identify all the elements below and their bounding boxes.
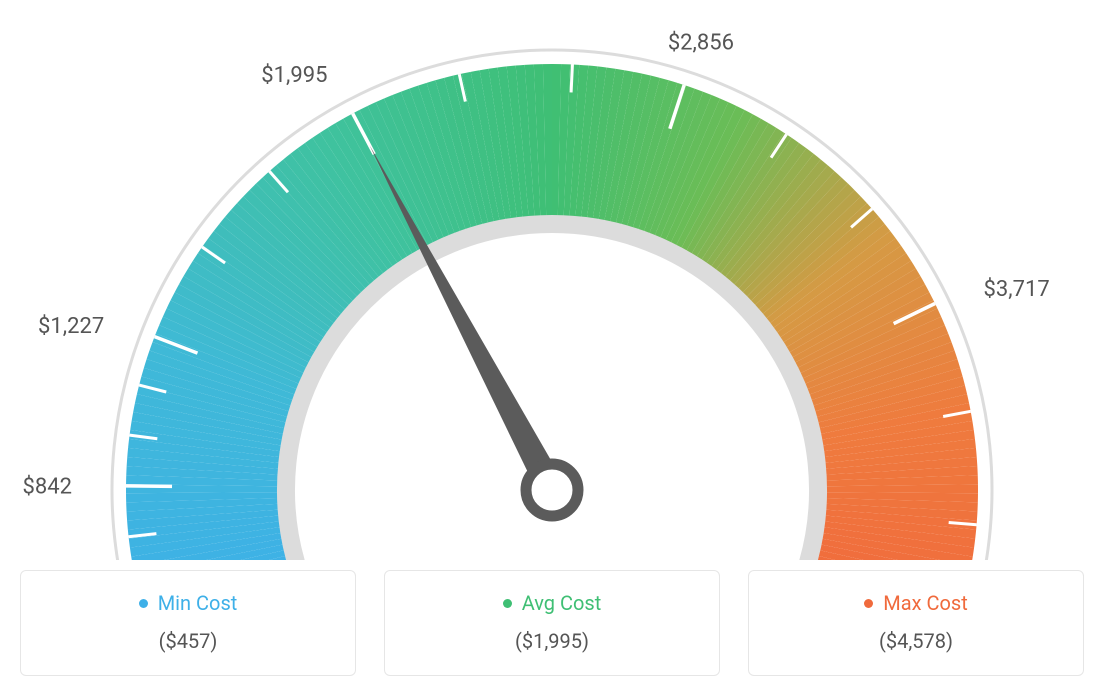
- cost-gauge-chart: $457$842$1,227$1,995$2,856$3,717$4,578 M…: [20, 20, 1084, 676]
- legend-title: Avg Cost: [503, 591, 602, 615]
- legend-label: Avg Cost: [522, 591, 602, 615]
- gauge-area: $457$842$1,227$1,995$2,856$3,717$4,578: [20, 20, 1084, 560]
- legend-value: ($457): [31, 629, 345, 653]
- legend-dot: [139, 599, 148, 608]
- needle-hub: [526, 464, 578, 516]
- tick-label: $842: [23, 474, 72, 499]
- legend-dot: [503, 599, 512, 608]
- legend-title: Max Cost: [864, 591, 968, 615]
- legend-title: Min Cost: [139, 591, 238, 615]
- gauge-svg: $457$842$1,227$1,995$2,856$3,717$4,578: [20, 20, 1084, 560]
- legend-dot: [864, 599, 873, 608]
- tick-label: $2,856: [668, 31, 734, 56]
- legend-card-min: Min Cost ($457): [20, 570, 356, 676]
- tick-label: $1,227: [38, 314, 104, 339]
- legend-value: ($4,578): [759, 629, 1073, 653]
- legend-label: Min Cost: [158, 591, 238, 615]
- legend-row: Min Cost ($457) Avg Cost ($1,995) Max Cost ($…: [20, 570, 1084, 676]
- legend-label: Max Cost: [883, 591, 968, 615]
- tick-label: $3,717: [984, 277, 1050, 302]
- tick-label: $1,995: [261, 63, 327, 88]
- legend-card-avg: Avg Cost ($1,995): [384, 570, 720, 676]
- legend-card-max: Max Cost ($4,578): [748, 570, 1084, 676]
- legend-value: ($1,995): [395, 629, 709, 653]
